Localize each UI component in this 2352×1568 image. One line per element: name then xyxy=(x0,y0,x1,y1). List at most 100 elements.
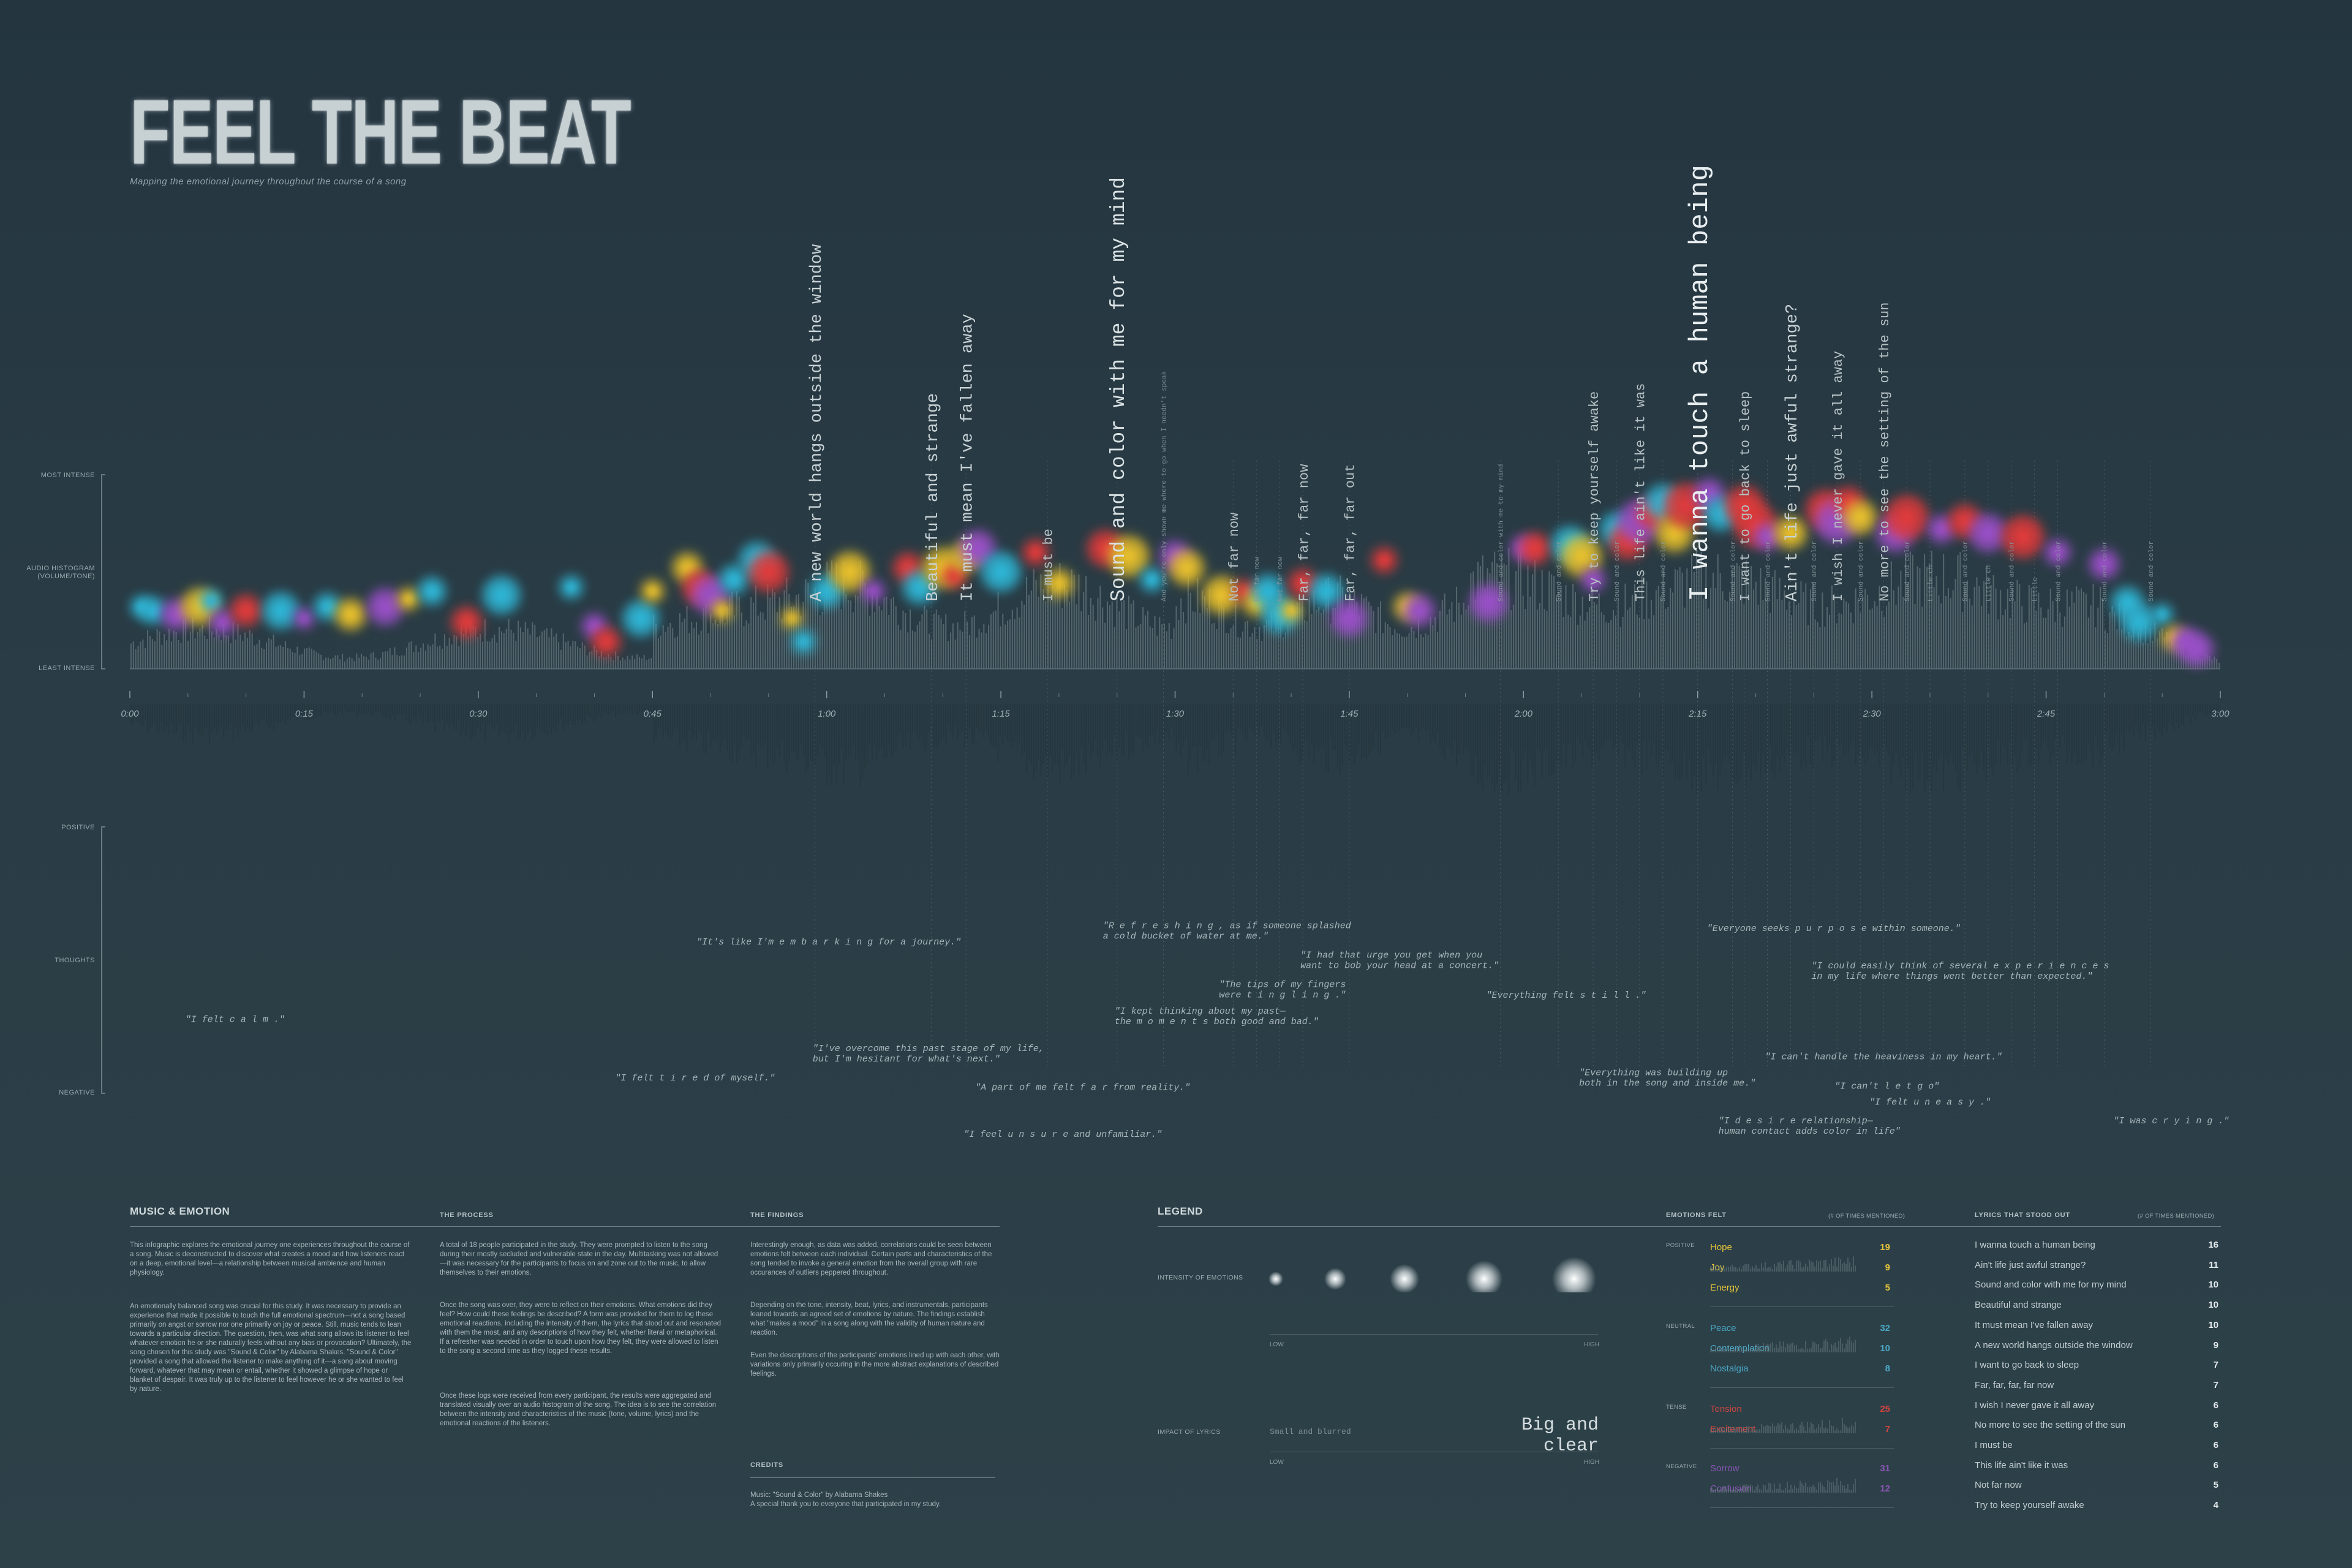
timeline-lyric: Sound and color with me for my mind xyxy=(1107,177,1130,601)
emotion-blob-core xyxy=(1262,585,1274,597)
timeline-lyric: Not far now xyxy=(1277,557,1284,601)
quote-line: "Everything felt s t i l l ." xyxy=(1486,990,1646,1001)
emotion-blob-core xyxy=(2133,616,2146,629)
credits-heading: CREDITS xyxy=(750,1461,783,1469)
lyric-stood-out-count: 7 xyxy=(2213,1379,2218,1390)
emotion-blob-core xyxy=(1287,606,1295,615)
emotion-blob-core xyxy=(2158,611,2166,619)
timeline-lyric: Little xyxy=(2032,577,2039,601)
intensity-dot-2 xyxy=(1324,1268,1346,1290)
participant-quote: "I could easily think of several e x p e… xyxy=(1811,961,2109,982)
legend-intensity-dots xyxy=(1268,1257,1596,1292)
lyric-stood-out-count: 16 xyxy=(2208,1240,2218,1250)
lyric-stood-out-label: Far, far, far, far now xyxy=(1975,1379,2054,1390)
participant-quote: "Everything felt s t i l l ." xyxy=(1486,990,1646,1001)
emotion-blob-core xyxy=(1482,596,1495,609)
lyric-stood-out-count: 6 xyxy=(2213,1440,2218,1450)
emotion-blob-core xyxy=(1715,507,1727,520)
emotion-group-rule xyxy=(1710,1507,1894,1508)
emotion-blob-core xyxy=(843,565,857,579)
emotion-blob-core xyxy=(1981,526,1995,540)
emotion-label: Nostalgia xyxy=(1710,1363,1749,1374)
axis-label-least-intense: LEAST INTENSE xyxy=(39,665,95,672)
emotion-blob-core xyxy=(788,614,796,622)
timeline-lyric: I must be xyxy=(1041,529,1057,601)
timeline-lyric: Far, far, far out xyxy=(1343,464,1359,601)
emotion-blob-core xyxy=(1320,585,1332,597)
emotions-count-heading: (# OF TIMES MENTIONED) xyxy=(1828,1213,1905,1219)
intensity-bracket xyxy=(101,474,105,669)
quote-line: but I'm hesitant for what's next." xyxy=(813,1054,1000,1065)
thoughts-bracket xyxy=(101,826,105,1094)
participant-quote: "It's like I'm e m b a r k i n g for a j… xyxy=(696,937,961,948)
emotion-blob-core xyxy=(240,605,252,616)
emotion-blob-core xyxy=(1704,489,1715,500)
page-subtitle: Mapping the emotional journey throughout… xyxy=(130,176,407,187)
emotion-blob-core xyxy=(2098,559,2109,570)
audio-histogram-reflection xyxy=(130,704,2220,796)
axis-label-thoughts: THOUGHTS xyxy=(55,957,95,964)
timeline-lyric: Little ch xyxy=(1986,565,1993,601)
emotion-mini-histogram xyxy=(1710,1256,1856,1272)
quote-line: "R e f r e s h i n g , as if someone spl… xyxy=(1103,921,1351,932)
lyric-stood-out-label: Ain't life just awful strange? xyxy=(1975,1259,2086,1270)
participant-quote: "I can't handle the heaviness in my hear… xyxy=(1765,1052,2002,1062)
emotion-label: Peace xyxy=(1710,1323,1736,1333)
findings-heading: THE FINDINGS xyxy=(750,1212,804,1219)
participant-quote: "I can't l e t g o" xyxy=(1834,1081,1939,1091)
legend-heading: LEGEND xyxy=(1158,1205,1203,1217)
process-heading: THE PROCESS xyxy=(440,1212,494,1219)
intensity-dot-4 xyxy=(1466,1261,1502,1292)
emotions-list: POSITIVEHope19Joy9Energy5NEUTRALPeace32C… xyxy=(1664,1225,1915,1508)
emotion-blob-core xyxy=(379,600,392,614)
findings-p2: Depending on the tone, intensity, beat, … xyxy=(750,1302,988,1336)
emotions-heading: EMOTIONS FELT xyxy=(1666,1212,1727,1219)
emotion-blob-core xyxy=(218,617,227,627)
emotion-blob-core xyxy=(993,565,1008,579)
quote-line: in my life where things went better than… xyxy=(1811,971,2092,982)
timeline-lyric: I wanna touch a human being xyxy=(1685,165,1716,601)
timeline-lyric: I want to go back to sleep xyxy=(1738,391,1753,601)
legend-low-2: LOW xyxy=(1270,1459,1284,1466)
legend-impact-label: IMPACT OF LYRICS xyxy=(1158,1428,1221,1436)
emotion-blob-core xyxy=(404,595,413,603)
intensity-dot-3 xyxy=(1390,1264,1419,1292)
quote-line: human contact adds color in life" xyxy=(1719,1126,1901,1137)
tick-label: 0:30 xyxy=(469,709,488,719)
emotion-count: 12 xyxy=(1880,1483,1890,1494)
audio-histogram xyxy=(130,548,2220,669)
emotion-blob-core xyxy=(1147,575,1156,584)
emotion-blob-core xyxy=(1413,605,1425,616)
tick-label: 1:00 xyxy=(818,709,836,719)
lyric-stood-out-count: 6 xyxy=(2213,1420,2218,1431)
emotion-blob-core xyxy=(913,581,925,594)
lyric-stood-out-count: 9 xyxy=(2213,1340,2218,1351)
emotion-group-rule xyxy=(1710,1448,1894,1449)
chart-axes xyxy=(101,474,2220,1094)
emotion-group-label: POSITIVE xyxy=(1666,1242,1695,1249)
emotion-count: 25 xyxy=(1880,1404,1890,1414)
timeline-lyric: And you're only shown me where to go whe… xyxy=(1161,371,1168,601)
credits-line2: A special thank you to everyone that par… xyxy=(750,1501,941,1508)
quote-line: the m o m e n t s both good and bad." xyxy=(1115,1017,1319,1027)
emotion-blob-core xyxy=(427,586,437,597)
emotion-group-rule xyxy=(1710,1387,1894,1388)
emotion-blob-core xyxy=(2015,529,2030,545)
emotion-blob-core xyxy=(704,588,717,602)
timeline-lyric: Sound and color xyxy=(1811,541,1819,601)
emotion-blob-core xyxy=(950,571,959,580)
legend-intensity-scale xyxy=(1270,1334,1598,1335)
quote-line: "I could easily think of several e x p e… xyxy=(1811,961,2109,971)
emotion-label: Energy xyxy=(1710,1283,1740,1293)
emotion-count: 31 xyxy=(1880,1463,1890,1474)
quote-line: "It's like I'm e m b a r k i n g for a j… xyxy=(696,937,961,948)
emotion-group-label: NEUTRAL xyxy=(1666,1323,1695,1330)
findings-p3: Even the descriptions of the participant… xyxy=(750,1352,1000,1378)
lyric-stood-out-label: Sound and color with me for my mind xyxy=(1975,1280,2127,1291)
emotion-blob-core xyxy=(761,565,776,579)
emotion-blob-core xyxy=(590,622,599,631)
lyric-stood-out-label: Try to keep yourself awake xyxy=(1975,1500,2084,1511)
emotion-blob-core xyxy=(971,542,984,555)
quote-line: "A part of me felt f a r from reality." xyxy=(975,1082,1190,1093)
emotion-count: 10 xyxy=(1880,1343,1890,1354)
